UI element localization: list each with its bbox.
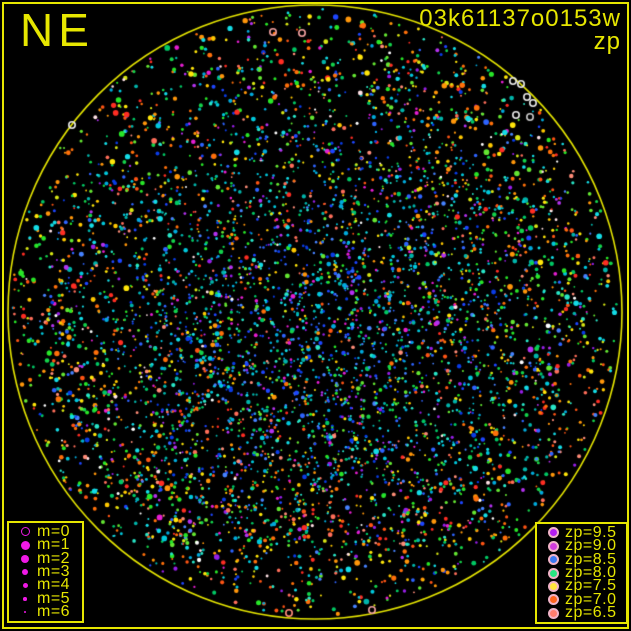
magnitude-marker-cell xyxy=(13,582,37,588)
magnitude-marker-icon xyxy=(20,540,30,550)
zp-legend-row: zp=9.5 xyxy=(541,523,626,541)
zp-legend-label: zp=9.0 xyxy=(565,537,617,555)
zp-marker-cell xyxy=(541,607,565,619)
orientation-label: NE xyxy=(20,4,94,56)
zp-marker-icon xyxy=(547,594,559,606)
magnitude-marker-icon xyxy=(23,597,27,601)
magnitude-legend-label: m=5 xyxy=(37,589,71,607)
magnitude-legend: m=0 m=1 m=2 m=3 m=4 m=5 m=6 xyxy=(7,521,84,623)
magnitude-marker-cell xyxy=(13,568,37,576)
zp-legend-row: zp=6.5 xyxy=(541,604,626,622)
zp-legend-label: zp=7.0 xyxy=(565,590,617,608)
magnitude-marker-cell xyxy=(13,611,37,614)
zp-marker-cell xyxy=(541,527,565,539)
magnitude-marker-icon xyxy=(20,527,30,537)
magnitude-legend-row: m=5 xyxy=(13,589,82,607)
zp-legend: zp=9.5 zp=9.0 zp=8.5 zp=8.0 zp=7.5 zp=7.0 zp=6… xyxy=(535,522,628,624)
zp-marker-cell xyxy=(541,580,565,592)
zp-marker-cell xyxy=(541,594,565,606)
zp-legend-row: zp=8.0 xyxy=(541,564,626,581)
magnitude-marker-icon xyxy=(21,554,29,563)
magnitude-marker-icon xyxy=(24,611,26,614)
zp-marker-icon xyxy=(547,607,559,619)
zp-legend-label: zp=8.5 xyxy=(565,550,617,568)
magnitude-legend-row: m=4 xyxy=(13,576,82,594)
zp-legend-label: zp=8.0 xyxy=(565,564,617,581)
magnitude-legend-row: m=0 xyxy=(13,522,82,540)
magnitude-legend-label: m=1 xyxy=(37,536,71,554)
magnitude-legend-row: m=3 xyxy=(13,563,82,580)
magnitude-marker-cell xyxy=(13,527,37,537)
zp-legend-label: zp=6.5 xyxy=(565,604,617,622)
zp-legend-row: zp=9.0 xyxy=(541,537,626,555)
colorkey-label: zp xyxy=(593,28,621,55)
zp-legend-label: zp=7.5 xyxy=(565,577,617,595)
magnitude-marker-cell xyxy=(13,554,37,563)
zp-legend-row: zp=8.5 xyxy=(541,550,626,568)
zp-marker-cell xyxy=(541,567,565,579)
zp-marker-icon xyxy=(547,580,559,592)
magnitude-marker-icon xyxy=(21,568,29,576)
zp-marker-icon xyxy=(547,527,559,539)
zp-marker-icon xyxy=(547,567,559,579)
magnitude-legend-label: m=2 xyxy=(37,549,71,567)
magnitude-marker-cell xyxy=(13,597,37,601)
zp-marker-cell xyxy=(541,554,565,566)
zp-legend-label: zp=9.5 xyxy=(565,523,617,541)
magnitude-marker-icon xyxy=(22,582,28,588)
zp-marker-icon xyxy=(547,540,559,552)
magnitude-legend-row: m=1 xyxy=(13,536,82,554)
zp-marker-icon xyxy=(547,554,559,566)
plot-title: 03k61137o0153w xyxy=(419,5,621,32)
zp-legend-row: zp=7.0 xyxy=(541,590,626,608)
magnitude-legend-row: m=2 xyxy=(13,549,82,567)
magnitude-legend-row: m=6 xyxy=(13,603,82,621)
magnitude-legend-label: m=0 xyxy=(37,522,71,540)
magnitude-legend-label: m=6 xyxy=(37,603,71,621)
magnitude-legend-label: m=3 xyxy=(37,563,71,580)
magnitude-legend-label: m=4 xyxy=(37,576,71,594)
title-block: 03k61137o0153w zp xyxy=(419,5,621,55)
magnitude-marker-cell xyxy=(13,540,37,550)
zp-legend-row: zp=7.5 xyxy=(541,577,626,595)
zp-marker-cell xyxy=(541,540,565,552)
